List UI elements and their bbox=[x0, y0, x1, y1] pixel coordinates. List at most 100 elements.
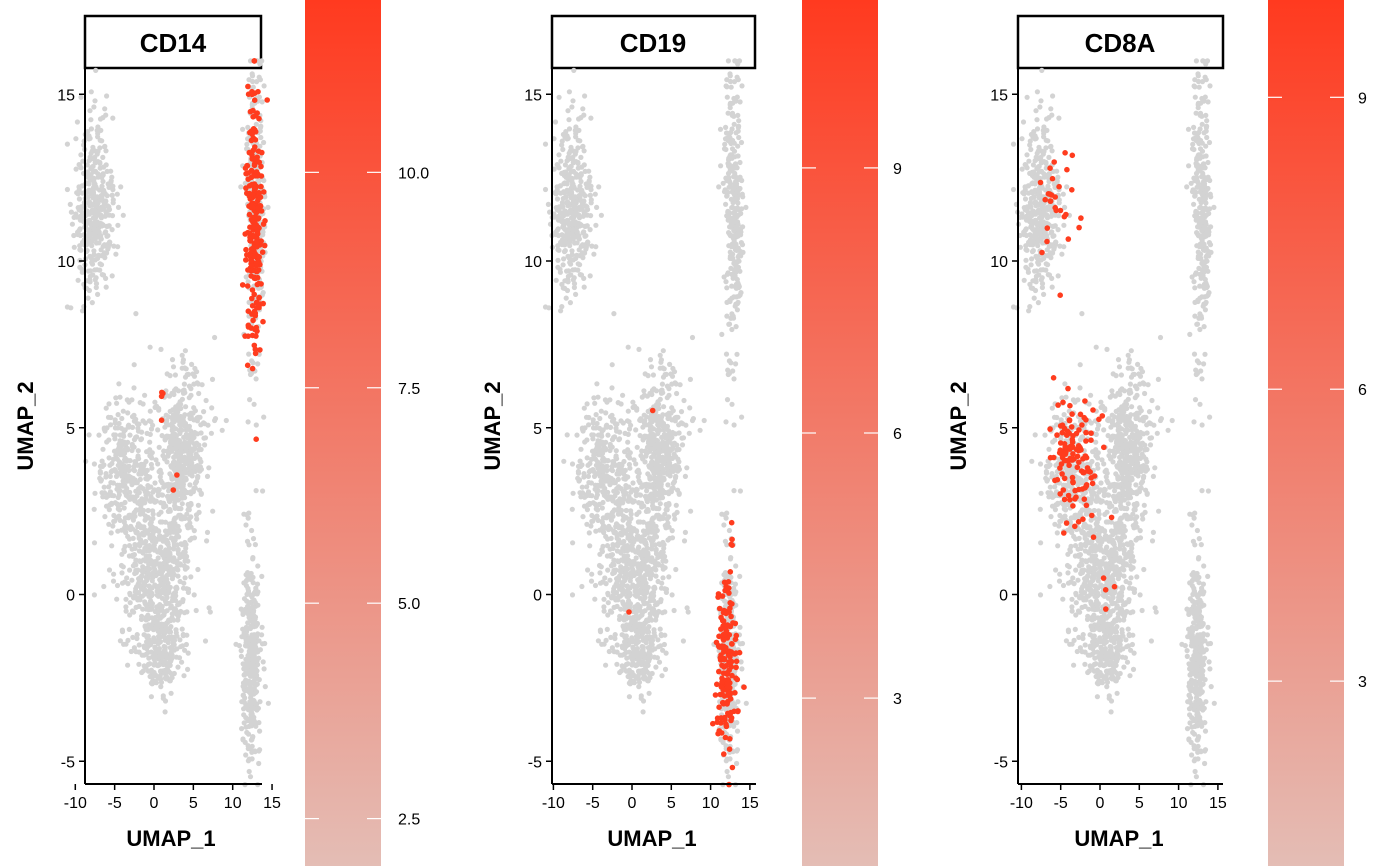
cell-point bbox=[114, 191, 120, 197]
cell-point bbox=[655, 491, 661, 497]
cell-point bbox=[249, 527, 255, 534]
cell-point bbox=[169, 656, 175, 662]
cell-point bbox=[194, 440, 200, 446]
cell-point bbox=[102, 213, 108, 219]
cell-point bbox=[584, 437, 590, 443]
cell-point bbox=[659, 580, 665, 586]
cell-point bbox=[560, 285, 566, 291]
cell-point bbox=[89, 209, 95, 215]
cell-point bbox=[642, 595, 648, 601]
cell-point bbox=[681, 397, 687, 404]
cell-point bbox=[578, 272, 585, 278]
cell-point bbox=[177, 430, 183, 437]
cell-point bbox=[125, 662, 131, 668]
cell-point bbox=[177, 416, 183, 422]
cell-point bbox=[613, 521, 620, 527]
cell-point bbox=[239, 726, 245, 732]
cell-point bbox=[127, 512, 133, 518]
cell-point bbox=[238, 653, 244, 660]
cell-point bbox=[140, 418, 146, 424]
cell-point bbox=[571, 213, 578, 219]
cell-point bbox=[727, 73, 733, 79]
cell-point bbox=[121, 439, 127, 445]
cell-point bbox=[561, 169, 567, 175]
cell-point bbox=[553, 231, 559, 238]
cell-point bbox=[86, 158, 92, 164]
cell-point bbox=[643, 453, 649, 459]
cell-point bbox=[645, 471, 651, 477]
cell-point bbox=[166, 496, 172, 503]
cell-point bbox=[106, 455, 112, 461]
cell-point bbox=[252, 542, 258, 548]
cell-point bbox=[147, 452, 153, 458]
cell-point bbox=[628, 497, 634, 503]
cell-point bbox=[141, 645, 148, 651]
cell-point bbox=[559, 219, 565, 225]
cell-point bbox=[635, 602, 641, 608]
cell-point bbox=[191, 535, 198, 541]
cell-point bbox=[141, 532, 147, 538]
cell-point bbox=[128, 479, 134, 485]
cell-point bbox=[671, 607, 677, 614]
x-axis-label: UMAP_1 bbox=[126, 826, 215, 851]
cell-point bbox=[735, 200, 741, 206]
cell-point bbox=[676, 459, 682, 465]
cell-point bbox=[250, 78, 256, 85]
cell-point bbox=[593, 425, 599, 431]
cell-point bbox=[68, 305, 74, 311]
cell-point bbox=[177, 561, 183, 567]
cell-point bbox=[202, 435, 209, 441]
cell-point bbox=[735, 206, 742, 213]
cell-point bbox=[661, 542, 667, 548]
cell-point bbox=[609, 385, 615, 391]
cell-point bbox=[104, 93, 110, 99]
cell-point bbox=[248, 708, 254, 714]
cell-point bbox=[169, 576, 175, 582]
cell-point bbox=[142, 582, 148, 588]
cell-point bbox=[180, 585, 187, 591]
legend-tick-label: 2.5 bbox=[398, 812, 420, 829]
cell-point bbox=[598, 564, 604, 570]
cell-point bbox=[259, 58, 265, 64]
cell-point bbox=[100, 115, 106, 121]
cell-point bbox=[581, 198, 587, 204]
cell-point bbox=[721, 189, 728, 195]
cell-point bbox=[93, 284, 99, 291]
cell-point bbox=[565, 174, 571, 180]
expressing-cell-point bbox=[251, 291, 257, 298]
cell-point bbox=[71, 244, 77, 250]
cell-point bbox=[106, 437, 112, 443]
cell-point bbox=[609, 609, 615, 615]
cell-point bbox=[114, 400, 120, 406]
cell-point bbox=[147, 661, 153, 667]
cell-point bbox=[104, 168, 110, 174]
cell-point bbox=[179, 659, 185, 665]
cell-point bbox=[648, 433, 654, 439]
cell-point bbox=[609, 464, 615, 470]
cell-point bbox=[557, 269, 564, 275]
cell-point bbox=[250, 645, 256, 651]
cell-point bbox=[249, 73, 256, 79]
cell-point bbox=[573, 174, 580, 180]
cell-point bbox=[626, 625, 632, 631]
cell-point bbox=[600, 446, 607, 452]
cell-point bbox=[584, 455, 590, 461]
cell-point bbox=[168, 690, 174, 696]
cell-point bbox=[563, 129, 569, 135]
cell-point bbox=[240, 626, 246, 632]
cell-point bbox=[238, 184, 244, 190]
cell-point bbox=[725, 160, 731, 167]
cell-point bbox=[631, 561, 638, 567]
cell-point bbox=[723, 419, 729, 425]
cell-point bbox=[613, 500, 619, 506]
cell-point bbox=[724, 397, 731, 403]
cell-point bbox=[672, 380, 678, 386]
cell-point bbox=[730, 313, 736, 319]
cell-point bbox=[116, 420, 122, 427]
cell-point bbox=[180, 388, 186, 394]
cell-point bbox=[578, 172, 584, 178]
cell-point bbox=[560, 146, 566, 153]
cell-point bbox=[101, 206, 107, 212]
cell-point bbox=[634, 628, 640, 634]
cell-point bbox=[140, 587, 147, 593]
